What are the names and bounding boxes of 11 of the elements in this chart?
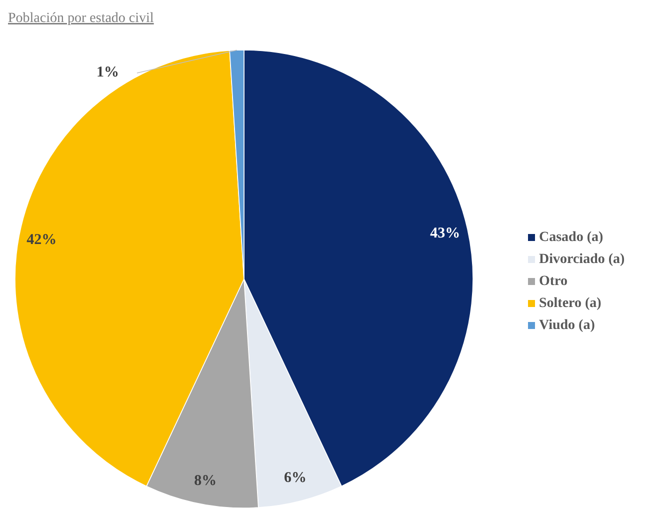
data-label: 42% [26, 232, 57, 248]
chart-title: Población por estado civil [8, 11, 154, 26]
legend-label: Soltero (a) [539, 296, 602, 312]
legend-label: Viudo (a) [539, 318, 596, 334]
data-label: 1% [96, 64, 119, 80]
legend-label: Casado (a) [539, 230, 604, 246]
data-label: 43% [430, 225, 460, 242]
data-label: 8% [194, 472, 217, 489]
legend-label: Otro [539, 274, 568, 290]
legend-label: Divorciado (a) [539, 252, 626, 268]
data-label: 6% [284, 470, 307, 486]
